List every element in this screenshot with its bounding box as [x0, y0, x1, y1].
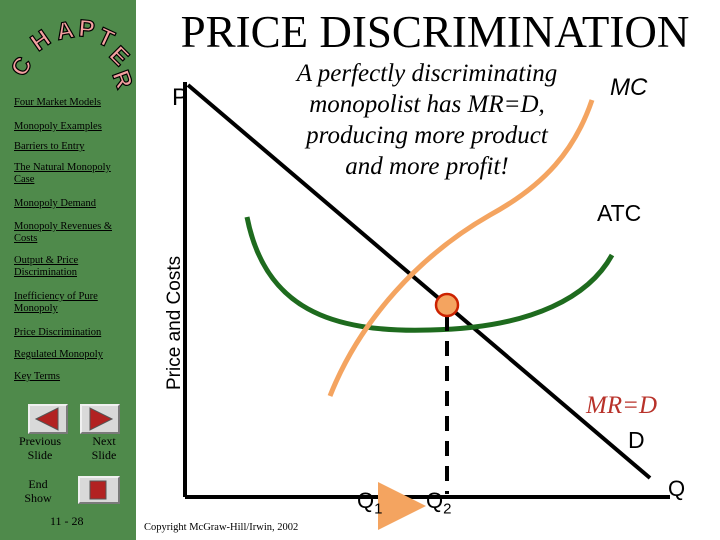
sidebar-nav-item[interactable]: Monopoly Revenues & Costs [14, 221, 112, 244]
q2-label: Q2 [426, 488, 452, 518]
y-axis-symbol: P [172, 84, 189, 111]
arrow-left-icon [34, 407, 59, 431]
previous-slide-button[interactable]: Previous Slide [12, 434, 68, 462]
stop-icon [89, 480, 107, 500]
sidebar-nav-item[interactable]: The Natural Monopoly Case [14, 162, 111, 185]
next-slide-button[interactable]: Next Slide [80, 434, 128, 462]
chapter-letter: A [54, 16, 76, 46]
sidebar-nav-item[interactable]: Monopoly Demand [14, 198, 96, 209]
sidebar-nav-item[interactable]: Inefficiency of Pure Monopoly [14, 291, 98, 314]
caption-line: monopolist has MR=D, [309, 91, 545, 118]
mr-d-label: MR=D [586, 392, 658, 419]
sidebar-nav-item[interactable]: Regulated Monopoly [14, 349, 103, 360]
equilibrium-point [434, 292, 460, 318]
y-axis-label: Price and Costs [164, 256, 185, 390]
sidebar-nav-item[interactable]: Output & Price Discrimination [14, 255, 79, 278]
atc-curve [244, 216, 615, 333]
sidebar-nav-item[interactable]: Barriers to Entry [14, 141, 85, 152]
caption: A perfectly discriminating monopolist has… [262, 58, 592, 182]
copyright: Copyright McGraw-Hill/Irwin, 2002 [144, 522, 299, 533]
arrow-right-icon [89, 407, 114, 431]
atc-label: ATC [597, 200, 642, 226]
mr-d-curve [186, 83, 652, 480]
sidebar-nav-item[interactable]: Key Terms [14, 371, 61, 382]
page-number: 11 - 28 [50, 514, 84, 528]
mc-curve [327, 99, 595, 397]
end-show-button-frame [78, 476, 120, 504]
end-show-button[interactable]: End Show [14, 477, 62, 505]
next-button-frame [80, 404, 120, 434]
previous-button-frame [28, 404, 68, 434]
x-axis-symbol: Q [668, 476, 686, 501]
sidebar-nav-item[interactable]: Monopoly Examples [14, 121, 102, 132]
caption-line: and more profit! [345, 153, 509, 180]
page-title: PRICE DISCRIMINATION [180, 7, 690, 57]
q1-label: Q1 [357, 488, 383, 518]
chapter-letter: P [77, 15, 95, 43]
sidebar-nav-item[interactable]: Four Market Models [14, 97, 101, 108]
sidebar-nav-item[interactable]: Price Discrimination [14, 327, 102, 338]
mc-label: MC [610, 74, 648, 101]
d-label: D [628, 427, 645, 453]
caption-line: producing more product [306, 122, 548, 149]
caption-line: A perfectly discriminating [296, 60, 558, 87]
